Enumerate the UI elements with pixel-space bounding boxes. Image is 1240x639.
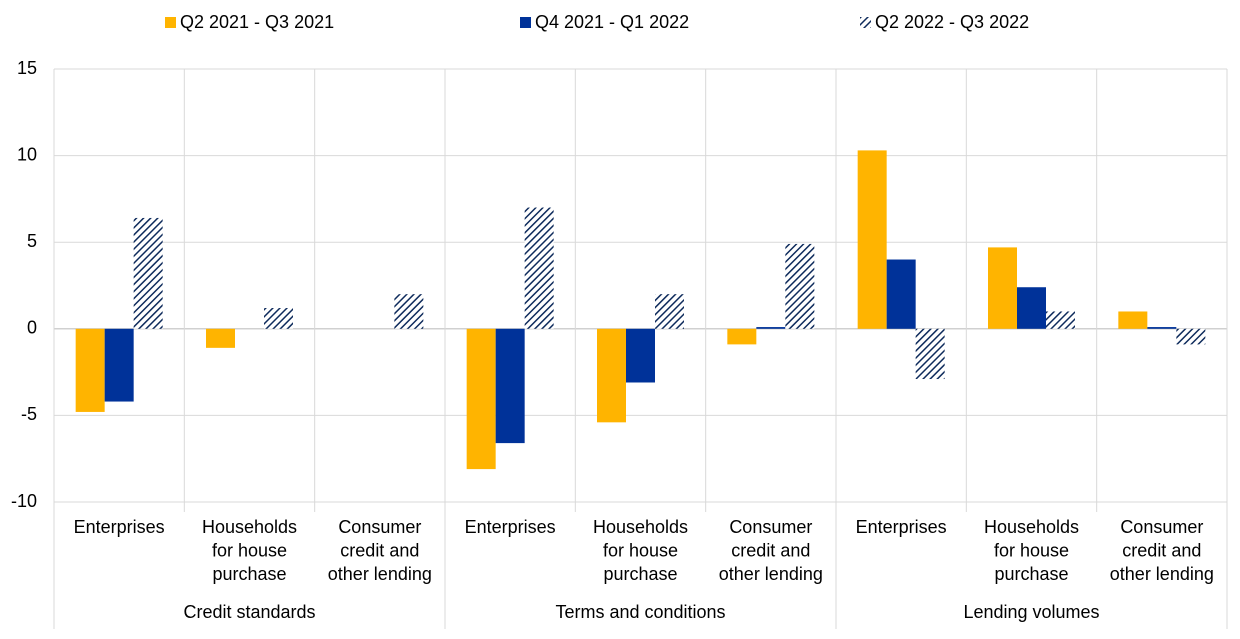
bar	[133, 217, 163, 329]
legend-label: Q2 2021 - Q3 2021	[180, 12, 334, 32]
x-tick-label: Consumer credit and other lending	[719, 517, 823, 584]
x-tick-line: credit and	[340, 540, 419, 560]
x-tick-line: Enterprises	[465, 517, 556, 537]
bar	[857, 150, 887, 329]
bar	[104, 328, 134, 402]
bar	[1017, 287, 1046, 329]
bar	[988, 247, 1017, 329]
x-tick-label: Enterprises	[74, 517, 165, 537]
bar	[394, 294, 424, 329]
bar	[206, 328, 235, 348]
x-tick-line: other lending	[328, 564, 432, 584]
bar	[1046, 311, 1075, 329]
bar	[466, 328, 496, 470]
bar	[886, 259, 916, 329]
x-tick-label: Consumer credit and other lending	[328, 517, 432, 584]
x-tick-line: Households	[202, 517, 297, 537]
y-tick-label: 5	[27, 231, 37, 251]
bar	[524, 207, 554, 329]
group-label: Credit standards	[183, 602, 315, 622]
x-tick-line: Enterprises	[74, 517, 165, 537]
x-tick-line: Consumer	[338, 517, 421, 537]
bar	[1118, 311, 1148, 329]
bar	[495, 328, 525, 444]
bar	[756, 327, 786, 329]
x-tick-line: credit and	[1122, 540, 1201, 560]
x-tick-label: Enterprises	[856, 517, 947, 537]
y-tick-label: -10	[11, 491, 37, 511]
x-tick-line: purchase	[994, 564, 1068, 584]
x-tick-line: purchase	[212, 564, 286, 584]
x-tick-label: Enterprises	[465, 517, 556, 537]
x-tick-line: Households	[984, 517, 1079, 537]
x-tick-label: Households for house purchase	[202, 517, 297, 584]
x-tick-label: Households for house purchase	[593, 517, 688, 584]
x-tick-line: Enterprises	[856, 517, 947, 537]
bar	[597, 328, 626, 423]
legend-swatch	[860, 17, 871, 28]
legend-label: Q4 2021 - Q1 2022	[535, 12, 689, 32]
y-tick-label: 15	[17, 58, 37, 78]
group-label: Terms and conditions	[555, 602, 725, 622]
bar	[655, 294, 684, 329]
x-tick-line: Consumer	[729, 517, 812, 537]
legend-label: Q2 2022 - Q3 2022	[875, 12, 1029, 32]
legend-swatch	[520, 17, 531, 28]
x-tick-line: Households	[593, 517, 688, 537]
bar	[785, 243, 815, 329]
x-tick-line: for house	[994, 540, 1069, 560]
bar	[1176, 328, 1206, 345]
x-tick-line: purchase	[603, 564, 677, 584]
legend-swatch	[165, 17, 176, 28]
x-tick-line: credit and	[731, 540, 810, 560]
group-label: Lending volumes	[963, 602, 1099, 622]
bar	[1147, 327, 1177, 329]
y-tick-label: 0	[27, 318, 37, 338]
x-tick-line: other lending	[1110, 564, 1214, 584]
bar	[727, 328, 757, 345]
bar	[75, 328, 105, 412]
x-tick-label: Households for house purchase	[984, 517, 1079, 584]
y-tick-label: -5	[21, 404, 37, 424]
bar	[264, 308, 293, 329]
x-tick-line: for house	[603, 540, 678, 560]
x-tick-line: other lending	[719, 564, 823, 584]
x-tick-line: Consumer	[1120, 517, 1203, 537]
x-tick-label: Consumer credit and other lending	[1110, 517, 1214, 584]
x-tick-line: for house	[212, 540, 287, 560]
bar	[915, 328, 945, 380]
bar	[626, 328, 655, 383]
y-tick-label: 10	[17, 144, 37, 164]
